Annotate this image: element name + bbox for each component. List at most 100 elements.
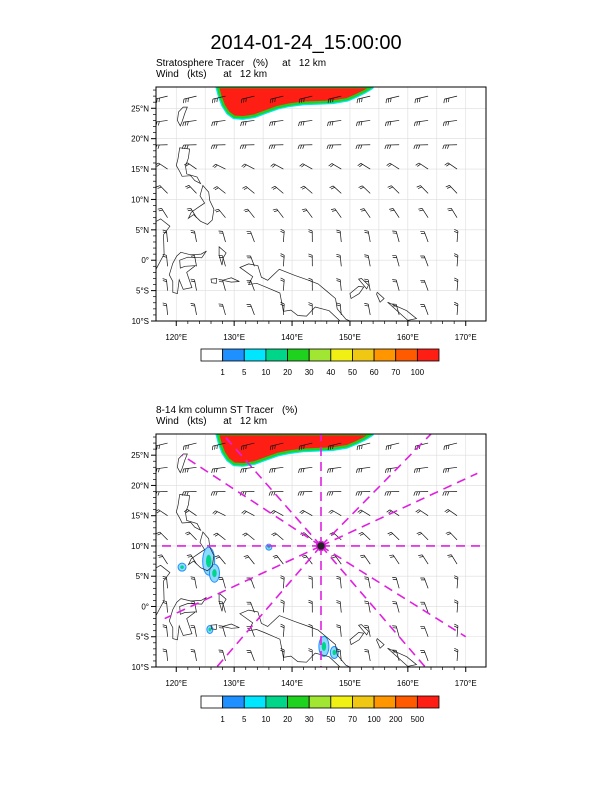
wind-barb [213,186,226,194]
colorbar-swatch [200,695,224,709]
colorbar-label: 50 [326,715,335,724]
coastline [187,531,215,572]
wind-barb [328,163,342,170]
lat-tick-label: 20°N [131,481,149,490]
wind-barb [298,95,313,104]
coastline [187,184,215,225]
coastline [239,609,351,667]
wind-barb [242,532,255,541]
lat-tick-label: 5°S [136,633,149,642]
wind-barb [271,532,284,541]
wind-barb [392,625,400,637]
wind-barb [418,208,429,218]
coastline [156,564,171,620]
wind-barb [218,601,226,613]
wind-barb [218,649,226,662]
wind-barb [355,144,371,149]
colorbar-label: 5 [242,368,247,377]
wind-barb [358,185,371,194]
colorbar-label: 1 [220,368,225,377]
wind-barb [364,230,371,243]
wind-barb [453,647,459,661]
colorbar-swatch [265,348,288,362]
wind-barb [299,163,313,170]
colorbar-swatch [222,695,245,709]
panel2-title: 8-14 km column ST Tracer (%) [156,405,298,416]
panel1-subtitle: Wind (kts) at 12 km [156,69,268,80]
wind-barb [385,95,400,104]
colorbar-label: 10 [261,715,270,724]
wind-barb [162,229,168,243]
wind-barb [385,442,400,451]
cross-section-line [221,434,322,547]
lon-tick-label: 170°E [455,333,477,342]
wind-barb [239,144,255,149]
lat-tick-label: 5°N [136,226,150,235]
wind-barb [392,254,400,267]
wind-barb [190,254,197,267]
wind-barb [357,163,371,170]
colorbar-2: 1 5 10 20 30 50 70 100 200 500 [200,695,440,724]
wind-barb [308,277,313,291]
wind-barb [246,279,255,291]
tracer-patch-core [180,565,184,569]
wind-barb [280,647,285,661]
map-panel-2-content: 120°E 130°E 140°E 150°E 160°E 170°E25°N20°N15… [131,433,487,724]
coastline [218,592,227,612]
wind-barb [190,278,197,291]
wind-barb [183,442,197,451]
coastline [376,291,385,303]
wind-barb [443,95,458,104]
wind-barb [308,575,313,589]
wind-barb [280,599,285,613]
lon-tick-label: 120°E [165,679,187,688]
coastline [239,263,351,321]
wind-barb [420,304,429,316]
colorbar-label: 40 [326,368,335,377]
wind-barb [415,162,429,170]
wind-barb [271,185,284,194]
wind-barb [453,599,459,613]
lat-tick-label: 20°N [131,135,149,144]
coastline [349,632,365,646]
coastline [387,647,418,667]
wind-barb [212,163,226,170]
wind-barb [308,648,313,661]
wind-barb [356,120,371,127]
wind-barb [162,624,168,637]
wind-barb [414,95,429,104]
wind-barb [162,302,168,315]
lat-tick-label: 5°S [136,287,149,296]
panel2-subtitle: Wind (kts) at 12 km [156,416,268,427]
coastline [175,147,202,185]
wind-barb [392,279,400,291]
wind-barb [420,279,429,291]
wind-barb [162,278,168,291]
wind-barb [183,509,197,516]
lon-tick-label: 160°E [397,333,419,342]
wind-barb [356,95,371,104]
wind-barb [246,255,255,267]
colorbar-label: 500 [411,715,425,724]
wind-barb [190,649,197,662]
tracer-patch-core [205,554,212,568]
wind-barb [389,208,400,218]
wind-barb [246,650,255,662]
colorbar-label: 5 [242,715,247,724]
coastline [222,623,240,629]
coastline [177,106,188,127]
colorbar-label: 70 [391,368,400,377]
colorbar-label: 30 [305,715,314,724]
wind-barb [308,229,313,242]
wind-barb [327,466,342,473]
wind-barb [156,491,168,496]
wind-barb [308,599,313,613]
coastline [357,624,369,636]
lat-tick-label: 25°N [131,104,149,113]
wind-barb [364,254,371,267]
wind-barb [329,185,342,194]
colorbar-swatch [200,348,224,362]
wind-barb [336,648,342,661]
colorbar-label: 20 [283,715,292,724]
